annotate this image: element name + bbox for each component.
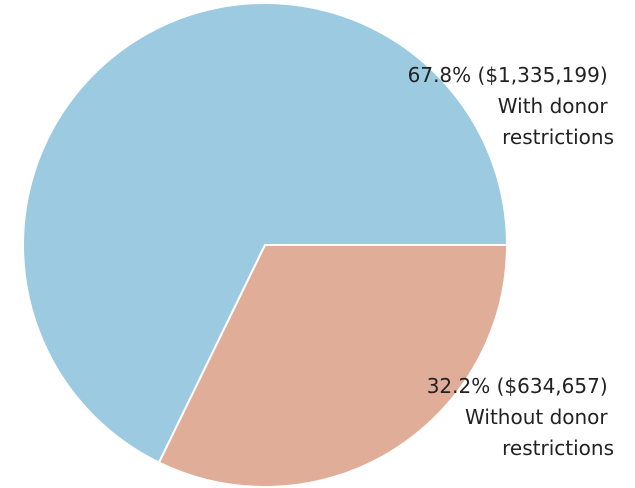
slice-label-without-donor-line1: 32.2% ($634,657) (427, 374, 608, 398)
slice-label-without-donor: 32.2% ($634,657) Without donor restricti… (427, 374, 614, 460)
slice-label-without-donor-line2: Without donor (465, 405, 608, 429)
slice-label-without-donor-line3: restrictions (502, 436, 614, 460)
slice-label-with-donor-line1: 67.8% ($1,335,199) (408, 63, 608, 87)
slice-label-with-donor-line2: With donor (498, 94, 609, 118)
pie-slice-with-donor-restrictions (22, 2, 509, 464)
slices-layer (22, 2, 509, 488)
slice-label-with-donor: 67.8% ($1,335,199) With donor restrictio… (408, 63, 614, 149)
slice-label-with-donor-line3: restrictions (502, 125, 614, 149)
pie-slice-without-donor-restrictions (157, 244, 509, 488)
